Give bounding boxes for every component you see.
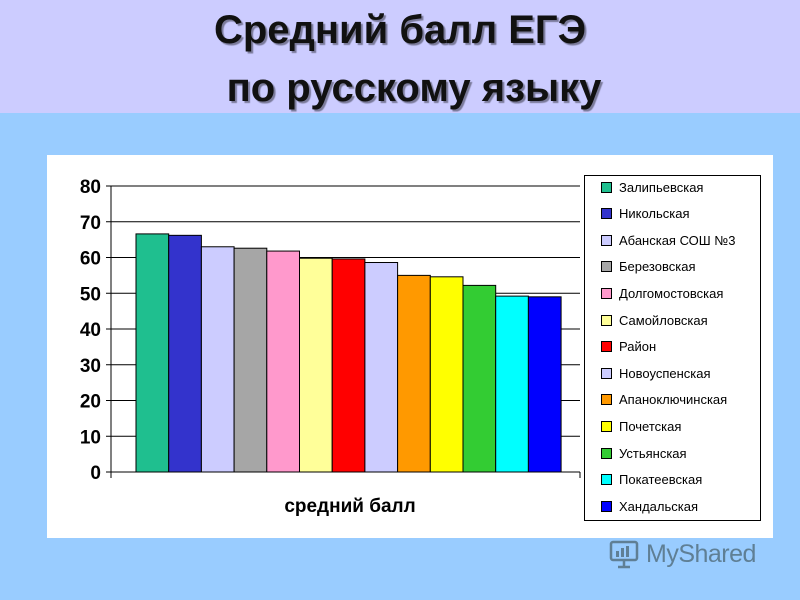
y-tick-labels: 0 10 20 30 40 50 60 70 80 (80, 177, 101, 484)
legend-item: Никольская (601, 204, 690, 224)
legend-label: Устьянская (619, 445, 687, 461)
bar (527, 296, 562, 473)
bar (299, 257, 333, 473)
bar (168, 234, 202, 473)
legend-swatch (601, 314, 612, 326)
legend-swatch (601, 234, 612, 246)
legend-label: Покатеевская (619, 472, 703, 488)
legend-label: Абанская СОШ №3 (619, 232, 736, 248)
legend-label: Новоуспенская (619, 365, 711, 381)
legend-label: Самойловская (619, 312, 708, 328)
legend-item: Почетская (601, 416, 681, 436)
x-axis-label: средний балл (284, 496, 415, 517)
y-tick-label: 60 (80, 249, 101, 270)
presentation-icon (609, 540, 639, 569)
legend-label: Березовская (619, 259, 696, 275)
legend-swatch (601, 394, 612, 406)
y-tick-label: 70 (80, 213, 101, 234)
legend-item: Район (601, 337, 656, 357)
bar (200, 246, 235, 473)
title-line-1: Средний балл ЕГЭ (213, 8, 587, 52)
legend-label: Никольская (619, 206, 690, 222)
y-tick-label: 40 (80, 320, 101, 341)
axes (110, 186, 581, 478)
bar (462, 284, 497, 473)
legend-swatch (601, 474, 612, 486)
bar-chart: 0 10 20 30 40 50 60 70 80 средний балл (80, 177, 581, 517)
legend-label: Апаноключинская (619, 392, 728, 408)
legend-label: Залипьевская (619, 179, 704, 195)
bar (233, 247, 268, 473)
y-tick-label: 10 (80, 427, 101, 448)
y-tick-label: 20 (80, 392, 101, 413)
bar (135, 233, 170, 473)
bar (331, 258, 366, 473)
y-tick-label: 80 (80, 177, 101, 198)
watermark: MyShared (608, 537, 756, 571)
legend-label: Хандальская (619, 498, 698, 514)
legend-swatch (601, 367, 612, 379)
watermark-text: MyShared (646, 539, 756, 568)
legend-item: Апаноключинская (601, 390, 727, 410)
legend-label: Район (619, 339, 657, 355)
legend-label: Долгомостовская (619, 285, 724, 301)
legend-swatch (601, 261, 612, 273)
legend-swatch (601, 500, 612, 512)
legend-swatch (601, 341, 612, 353)
legend-label: Почетская (619, 418, 682, 434)
legend-swatch (601, 181, 612, 193)
legend-swatch (601, 208, 612, 220)
bar (495, 295, 529, 473)
legend-swatch (601, 420, 612, 432)
y-tick-label: 30 (80, 356, 101, 377)
legend-item: Хандальская (601, 496, 698, 516)
bar (364, 262, 399, 473)
chart-legend: Залипьевская Никольская Абанская СОШ №3 Бер… (584, 175, 761, 521)
bar (266, 250, 301, 473)
legend-item: Самойловская (601, 310, 708, 330)
y-tick-label: 0 (90, 463, 101, 484)
legend-swatch (601, 447, 612, 459)
legend-item: Залипьевская (601, 177, 703, 197)
legend-item: Устьянская (601, 443, 687, 463)
legend-item: Покатеевская (601, 470, 702, 490)
title-band: Средний балл ЕГЭ по русскому языку (0, 0, 800, 113)
legend-swatch (601, 287, 612, 299)
legend-item: Новоуспенская (601, 363, 711, 383)
legend-item: Долгомостовская (601, 283, 723, 303)
y-tick-label: 50 (80, 284, 101, 305)
bar (397, 274, 431, 473)
legend-item: Абанская СОШ №3 (601, 230, 736, 250)
bars (135, 233, 562, 473)
bar (429, 276, 464, 473)
legend-item: Березовская (601, 257, 695, 277)
title-line-2: по русскому языку (226, 66, 602, 110)
